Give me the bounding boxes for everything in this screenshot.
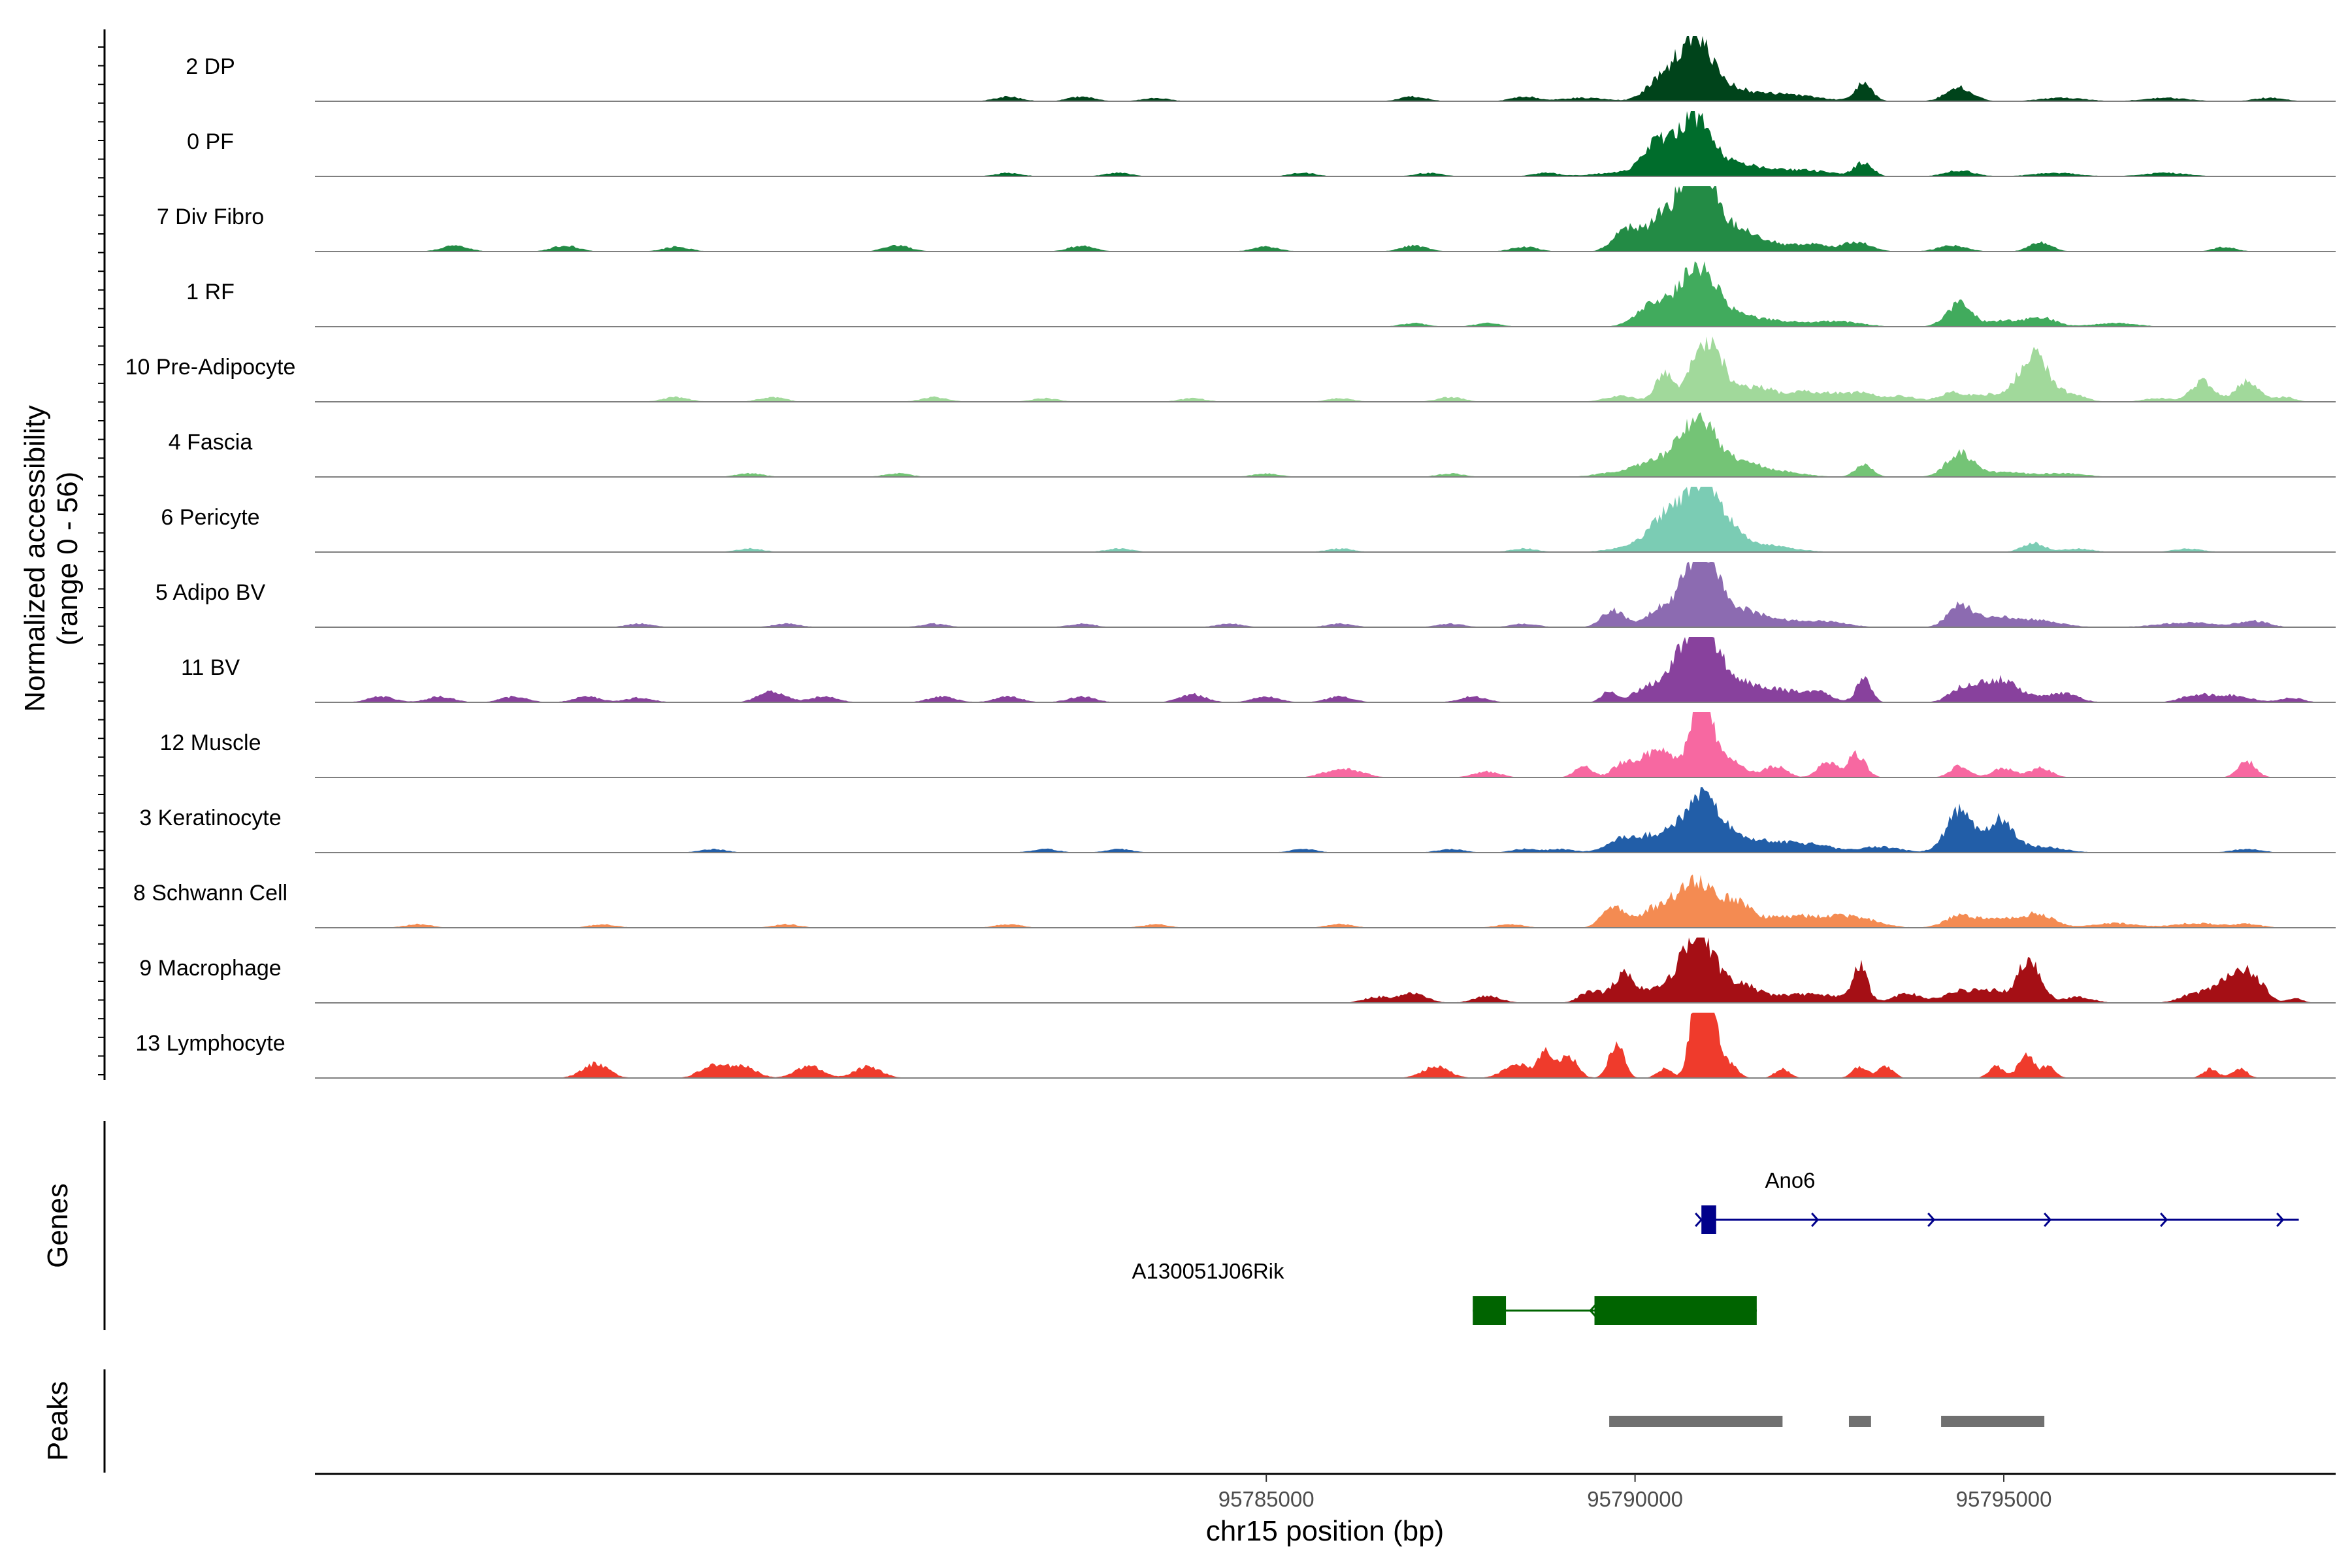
coverage-track: 0 PF xyxy=(187,111,2336,177)
x-tick-label: 95790000 xyxy=(1587,1487,1683,1511)
strand-arrow xyxy=(1811,1212,1820,1228)
gene-name-label: Ano6 xyxy=(1765,1168,1815,1192)
coverage-track: 3 Keratinocyte xyxy=(139,787,2336,853)
track-label: 1 RF xyxy=(186,280,235,304)
coverage-track: 4 Fascia xyxy=(169,412,2336,478)
y-axis-subtitle: (range 0 - 56) xyxy=(52,472,84,646)
y-axis-title: Normalized accessibility xyxy=(19,405,51,711)
coverage-track: 6 Pericyte xyxy=(161,487,2336,553)
peak-region-track xyxy=(1609,1416,2045,1427)
gene-annotation-track: Ano6 A130051J06Rik xyxy=(1132,1168,2299,1325)
genes-panel-title: Genes xyxy=(42,1183,74,1268)
gene-exon xyxy=(1473,1296,1507,1325)
coverage-track: 11 BV xyxy=(181,637,2336,703)
gene-name-label: A130051J06Rik xyxy=(1132,1259,1284,1283)
track-label: 9 Macrophage xyxy=(139,956,281,981)
track-label: 0 PF xyxy=(187,129,234,154)
track-label: 3 Keratinocyte xyxy=(139,806,281,830)
strand-arrow xyxy=(1927,1212,1936,1228)
track-label: 2 DP xyxy=(186,54,235,79)
track-label: 13 Lymphocyte xyxy=(135,1031,285,1056)
track-label: 4 Fascia xyxy=(169,430,253,455)
strand-arrow xyxy=(1589,1303,1597,1318)
peak-region xyxy=(1848,1416,1871,1427)
track-label: 12 Muscle xyxy=(160,730,261,755)
coverage-track: 9 Macrophage xyxy=(139,938,2336,1004)
track-label: 6 Pericyte xyxy=(161,505,259,530)
x-axis-title: chr15 position (bp) xyxy=(1206,1515,1444,1547)
coverage-track: 7 Div Fibro xyxy=(157,186,2336,252)
gene-model: Ano6 xyxy=(1695,1168,2299,1234)
track-label: 5 Adipo BV xyxy=(155,580,266,605)
x-tick-label: 95785000 xyxy=(1218,1487,1315,1511)
coverage-track: 8 Schwann Cell xyxy=(133,874,2336,928)
track-label: 11 BV xyxy=(181,655,240,680)
gene-model: A130051J06Rik xyxy=(1132,1259,1757,1325)
track-label: 8 Schwann Cell xyxy=(133,881,287,906)
coverage-tracks: 2 DP 0 PF 7 Div Fibro 1 RF 10 Pre-Adipocyte 4… xyxy=(125,36,2336,1079)
coverage-track: 12 Muscle xyxy=(160,712,2336,778)
strand-arrow xyxy=(1695,1212,1703,1228)
peak-region xyxy=(1609,1416,1783,1427)
coverage-track: 13 Lymphocyte xyxy=(135,1013,2336,1079)
x-tick-label: 95795000 xyxy=(1956,1487,2052,1511)
coverage-track: 2 DP xyxy=(186,36,2336,102)
gene-exon xyxy=(1594,1296,1757,1325)
strand-arrow xyxy=(2160,1212,2168,1228)
track-label: 7 Div Fibro xyxy=(157,204,264,229)
coverage-track: 5 Adipo BV xyxy=(155,562,2336,628)
peaks-panel-title: Peaks xyxy=(42,1381,74,1461)
strand-arrow xyxy=(2276,1212,2285,1228)
coverage-y-axis xyxy=(98,29,106,1080)
track-label: 10 Pre-Adipocyte xyxy=(125,355,296,380)
coverage-track: 10 Pre-Adipocyte xyxy=(125,336,2336,402)
strand-arrow xyxy=(2044,1212,2052,1228)
peak-region xyxy=(1941,1416,2045,1427)
x-axis-ticks: 95785000 95790000 95795000 xyxy=(1218,1474,2052,1511)
gene-exon xyxy=(1701,1205,1716,1234)
coverage-track: 1 RF xyxy=(186,261,2336,327)
